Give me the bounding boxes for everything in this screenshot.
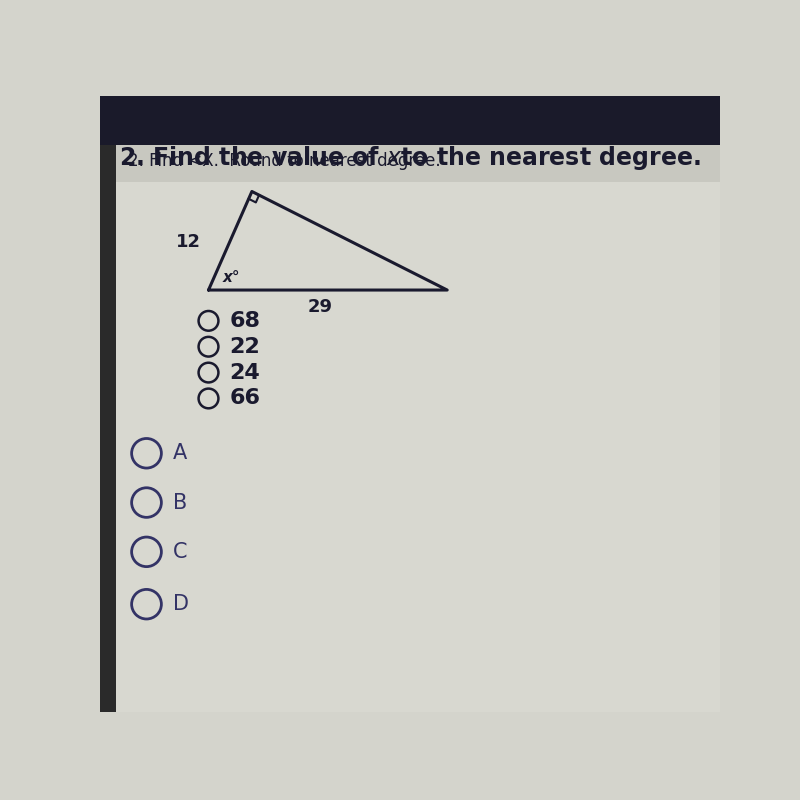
Bar xyxy=(100,146,115,712)
Text: 24: 24 xyxy=(230,362,260,382)
Text: 29: 29 xyxy=(308,298,333,316)
Text: C: C xyxy=(173,542,187,562)
Text: 68: 68 xyxy=(230,311,261,331)
Text: D: D xyxy=(173,594,189,614)
Text: 12: 12 xyxy=(176,233,201,251)
Text: 2. Find the value of $\mathit{x}$to the nearest degree.: 2. Find the value of $\mathit{x}$to the … xyxy=(119,144,701,172)
Text: 66: 66 xyxy=(230,389,261,409)
Bar xyxy=(100,96,720,146)
Bar xyxy=(100,146,720,170)
Bar xyxy=(115,146,720,182)
Text: A: A xyxy=(173,443,186,463)
Bar xyxy=(115,182,720,712)
Text: 2. Find <X.  Round to nearest degree.: 2. Find <X. Round to nearest degree. xyxy=(128,152,441,170)
Text: 22: 22 xyxy=(230,337,260,357)
Text: B: B xyxy=(173,493,186,513)
Text: x°: x° xyxy=(222,270,240,285)
